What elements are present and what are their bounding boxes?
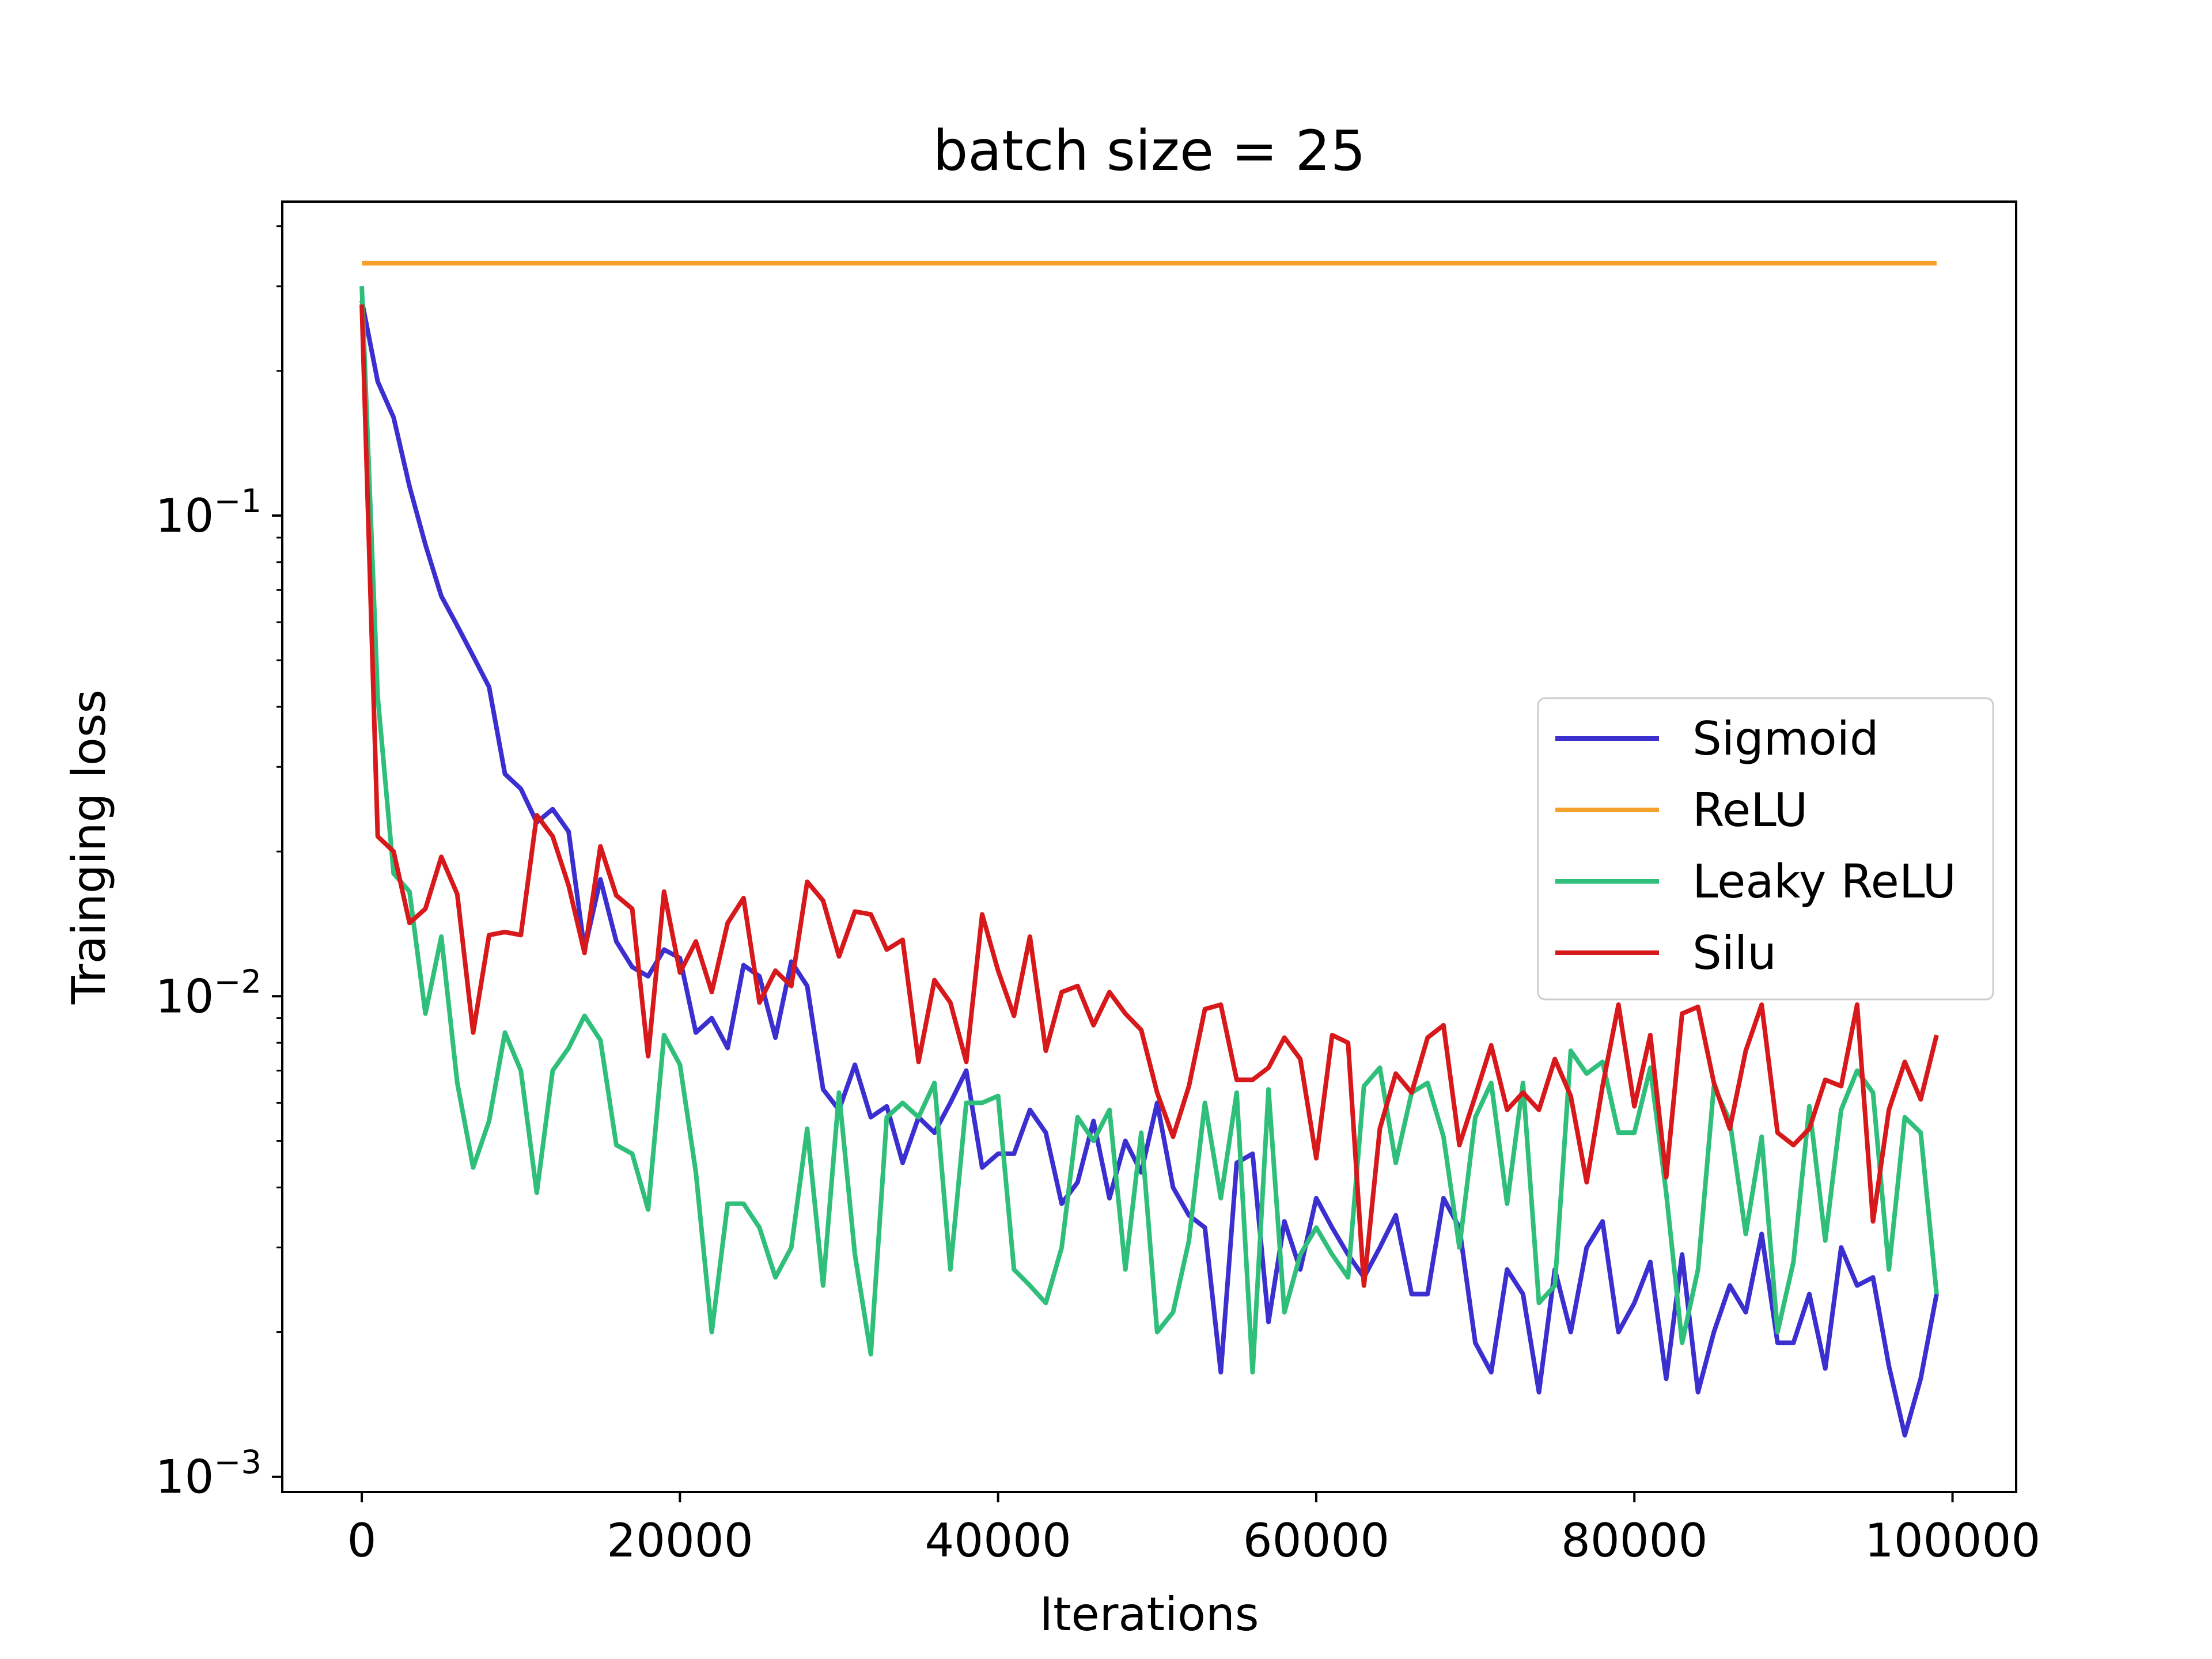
x-tick-label: 80000 (1561, 1514, 1708, 1567)
y-tick-label-exponent: −3 (214, 1444, 262, 1482)
chart-title: batch size = 25 (933, 119, 1365, 183)
y-axis-label: Trainging loss (62, 690, 116, 1005)
x-axis: 0 20000 40000 60000 80000 100000 (347, 1492, 2040, 1567)
y-tick-label: 10−1 (156, 483, 262, 543)
y-tick-label: 10−3 (156, 1444, 262, 1504)
legend: Sigmoid ReLU Leaky ReLU Silu (1537, 697, 1994, 1001)
y-axis: 10−110−210−3 (156, 225, 282, 1504)
x-tick-label: 20000 (607, 1514, 753, 1567)
x-tick-label: 40000 (925, 1514, 1071, 1567)
y-tick-label-exponent: −1 (214, 483, 262, 520)
x-tick-label: 100000 (1865, 1514, 2040, 1567)
x-tick-label: 0 (347, 1514, 377, 1567)
y-tick-label-base: 10 (156, 969, 214, 1023)
legend-box (1537, 697, 1994, 1001)
legend-label-sigmoid: Sigmoid (1692, 712, 1879, 766)
plot-area-frame (281, 200, 2017, 1493)
series-line-sigmoid (359, 300, 1939, 1438)
legend-label-leaky-relu: Leaky ReLU (1692, 855, 1956, 908)
y-tick-label: 10−2 (156, 963, 262, 1023)
series-layer (359, 260, 1939, 1438)
x-tick-label: 60000 (1243, 1514, 1390, 1567)
x-axis-label: Iterations (1039, 1588, 1259, 1641)
y-tick-label-exponent: −2 (214, 963, 262, 1001)
y-tick-label-base: 10 (156, 489, 214, 543)
legend-label-relu: ReLU (1692, 783, 1808, 837)
legend-label-silu: Silu (1692, 926, 1777, 980)
y-tick-label-base: 10 (156, 1450, 214, 1504)
series-line-leaky-relu (359, 286, 1939, 1375)
series-line-silu (359, 304, 1939, 1288)
